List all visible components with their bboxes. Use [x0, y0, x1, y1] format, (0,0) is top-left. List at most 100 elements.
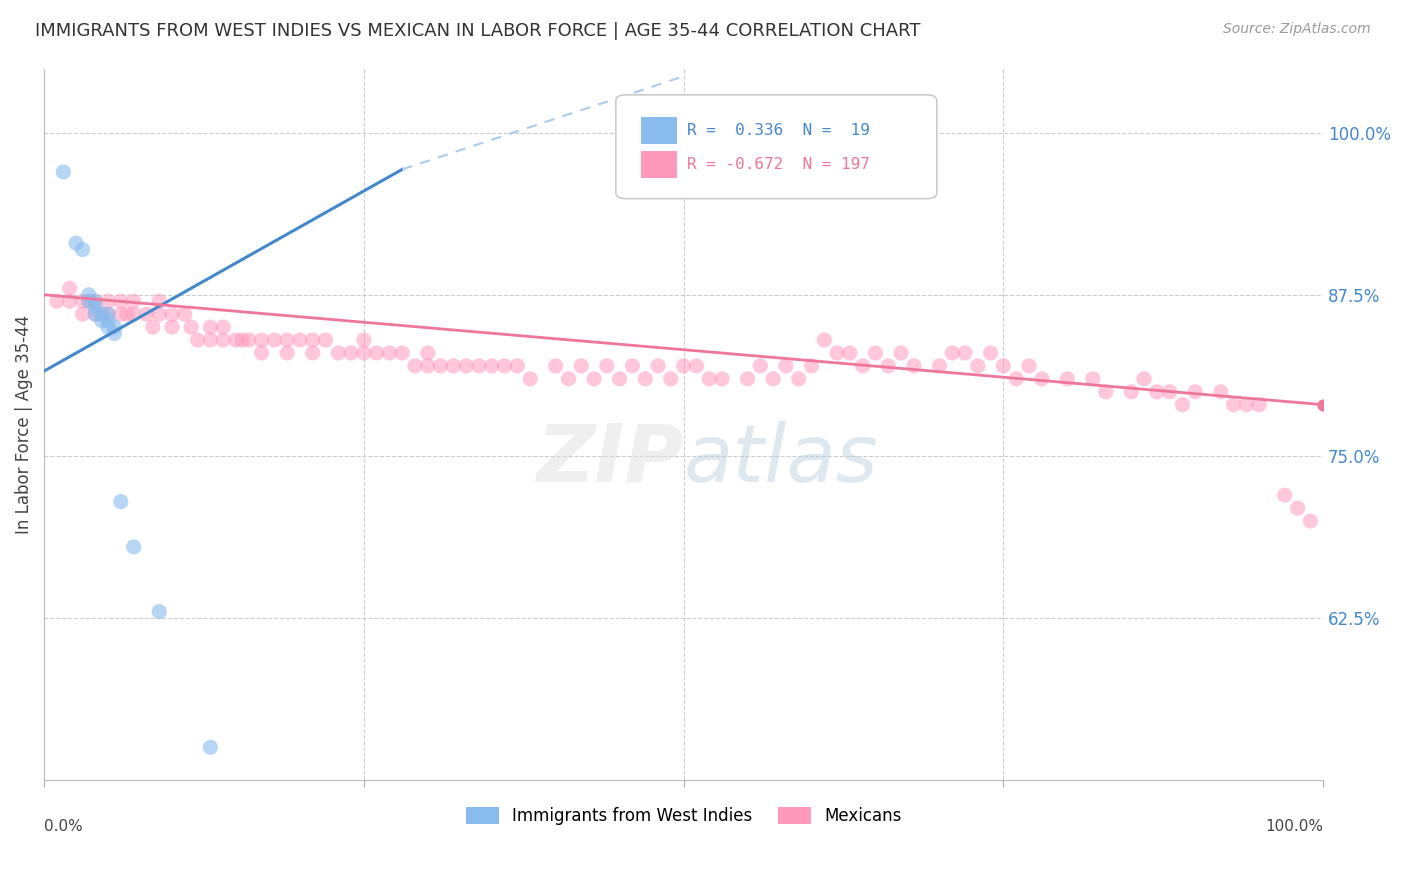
Point — [1121, 384, 1143, 399]
Point — [468, 359, 491, 373]
Point — [404, 359, 426, 373]
Point — [200, 740, 222, 755]
Point — [1031, 372, 1053, 386]
Point — [609, 372, 631, 386]
Point — [225, 333, 247, 347]
Point — [1081, 372, 1104, 386]
Legend: Immigrants from West Indies, Mexicans: Immigrants from West Indies, Mexicans — [458, 800, 908, 831]
Point — [1249, 398, 1271, 412]
Point — [481, 359, 503, 373]
Point — [90, 307, 112, 321]
Text: R = -0.672  N = 197: R = -0.672 N = 197 — [688, 157, 870, 172]
Point — [90, 307, 112, 321]
Point — [77, 294, 100, 309]
Point — [1018, 359, 1040, 373]
Point — [366, 346, 388, 360]
Point — [84, 294, 107, 309]
Point — [84, 307, 107, 321]
Point — [110, 307, 132, 321]
Y-axis label: In Labor Force | Age 35-44: In Labor Force | Age 35-44 — [15, 315, 32, 533]
Point — [557, 372, 579, 386]
Point — [647, 359, 669, 373]
Point — [519, 372, 541, 386]
Point — [583, 372, 606, 386]
Point — [340, 346, 363, 360]
Point — [72, 294, 94, 309]
Point — [787, 372, 810, 386]
Point — [672, 359, 695, 373]
Point — [353, 333, 375, 347]
Text: 0.0%: 0.0% — [44, 819, 83, 834]
Point — [749, 359, 772, 373]
Point — [659, 372, 682, 386]
Point — [72, 243, 94, 257]
Point — [852, 359, 875, 373]
Point — [97, 320, 120, 334]
Point — [84, 294, 107, 309]
Point — [97, 313, 120, 327]
Point — [212, 333, 235, 347]
FancyBboxPatch shape — [616, 95, 936, 199]
Point — [1184, 384, 1206, 399]
Point — [97, 307, 120, 321]
Point — [416, 346, 439, 360]
Point — [52, 165, 75, 179]
Point — [84, 301, 107, 315]
Point — [160, 307, 183, 321]
Point — [238, 333, 260, 347]
Point — [315, 333, 337, 347]
Point — [160, 320, 183, 334]
Point — [877, 359, 900, 373]
Point — [775, 359, 797, 373]
FancyBboxPatch shape — [641, 117, 678, 144]
Point — [148, 294, 170, 309]
Point — [456, 359, 478, 373]
Point — [1209, 384, 1232, 399]
Point — [596, 359, 619, 373]
Point — [928, 359, 950, 373]
Point — [1234, 398, 1257, 412]
Point — [148, 605, 170, 619]
Point — [353, 346, 375, 360]
Point — [173, 307, 195, 321]
Point — [865, 346, 887, 360]
Point — [762, 372, 785, 386]
Point — [1274, 488, 1296, 502]
Point — [328, 346, 350, 360]
Point — [697, 372, 720, 386]
Text: ZIP: ZIP — [536, 421, 683, 499]
Point — [813, 333, 835, 347]
Point — [77, 294, 100, 309]
Point — [276, 333, 298, 347]
Point — [506, 359, 529, 373]
Point — [737, 372, 759, 386]
Point — [142, 320, 165, 334]
Point — [65, 235, 87, 250]
Point — [1159, 384, 1181, 399]
Point — [301, 333, 323, 347]
Point — [97, 307, 120, 321]
Point — [416, 359, 439, 373]
Point — [122, 294, 145, 309]
Point — [90, 313, 112, 327]
Point — [187, 333, 209, 347]
Point — [59, 294, 82, 309]
Point — [621, 359, 644, 373]
FancyBboxPatch shape — [641, 151, 678, 178]
Text: Source: ZipAtlas.com: Source: ZipAtlas.com — [1223, 22, 1371, 37]
Point — [117, 307, 139, 321]
Point — [110, 294, 132, 309]
Point — [890, 346, 912, 360]
Point — [391, 346, 413, 360]
Point — [966, 359, 988, 373]
Point — [903, 359, 925, 373]
Point — [1056, 372, 1078, 386]
Point — [1222, 398, 1244, 412]
Point — [200, 320, 222, 334]
Point — [103, 320, 125, 334]
Point — [544, 359, 567, 373]
Point — [301, 346, 323, 360]
Point — [72, 307, 94, 321]
Point — [288, 333, 311, 347]
Point — [711, 372, 734, 386]
